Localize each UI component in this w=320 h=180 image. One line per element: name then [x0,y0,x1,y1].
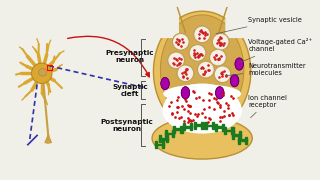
Bar [231,127,234,134]
Bar [204,122,206,129]
Circle shape [172,33,189,50]
Ellipse shape [181,87,190,99]
Ellipse shape [161,77,169,89]
Text: Synaptic
cleft: Synaptic cleft [112,84,148,96]
Circle shape [32,63,52,84]
Circle shape [212,33,229,50]
Bar [215,124,217,131]
Ellipse shape [235,58,244,70]
Bar [172,130,174,137]
Ellipse shape [163,84,241,103]
Circle shape [214,35,227,48]
Ellipse shape [154,11,251,132]
Circle shape [210,49,226,66]
Circle shape [189,45,206,61]
Circle shape [214,35,227,48]
Text: Neurotransmitter
molecules: Neurotransmitter molecules [225,63,306,76]
Ellipse shape [216,87,224,99]
Circle shape [216,68,229,81]
Ellipse shape [161,77,169,89]
Circle shape [212,51,224,64]
Circle shape [199,63,212,76]
Circle shape [212,33,229,50]
Bar [166,135,168,142]
Circle shape [210,49,226,66]
Bar [173,129,182,130]
Circle shape [197,61,214,78]
Circle shape [196,28,209,41]
Bar [165,130,167,137]
Bar [155,141,156,148]
Ellipse shape [235,58,244,70]
Bar [245,136,247,144]
Circle shape [214,66,231,83]
Bar [155,144,164,145]
Circle shape [191,46,204,59]
Text: Ion channel
receptor: Ion channel receptor [249,95,287,118]
Bar [204,125,214,127]
Bar [159,135,161,142]
Circle shape [170,54,183,67]
Ellipse shape [230,75,239,87]
Circle shape [177,65,194,82]
Bar [173,126,175,133]
Circle shape [196,28,209,41]
Circle shape [168,52,185,69]
Ellipse shape [160,15,244,124]
Bar [238,136,240,144]
Circle shape [216,68,229,81]
Bar [190,123,192,130]
Text: Presynaptic
neuron: Presynaptic neuron [106,50,154,63]
Circle shape [199,63,212,76]
Bar [194,124,203,126]
Circle shape [194,26,211,43]
Bar [222,124,224,131]
Bar [238,139,247,141]
Text: Voltage-gated Ca²⁺
channel: Voltage-gated Ca²⁺ channel [239,39,313,63]
Circle shape [194,26,211,43]
Bar [165,132,174,134]
Circle shape [214,66,231,83]
Circle shape [170,54,183,67]
FancyBboxPatch shape [149,2,179,38]
Bar [47,65,52,70]
Circle shape [177,65,194,82]
Circle shape [191,46,204,59]
Circle shape [168,52,185,69]
Bar [180,126,182,133]
Circle shape [189,45,206,61]
Bar [232,131,234,139]
Bar [232,134,241,136]
Ellipse shape [152,117,252,159]
Bar [183,126,192,128]
Circle shape [172,33,189,50]
Bar [224,127,226,134]
Bar [201,122,203,129]
Ellipse shape [181,87,190,99]
Ellipse shape [162,87,242,134]
FancyBboxPatch shape [225,2,255,38]
Bar [239,131,241,139]
Circle shape [179,67,192,80]
Bar [215,126,224,128]
Bar [183,123,185,130]
Ellipse shape [38,69,47,76]
Circle shape [174,35,187,48]
Bar [224,130,234,131]
Circle shape [212,51,224,64]
Circle shape [197,61,214,78]
Ellipse shape [230,75,239,87]
Ellipse shape [164,84,240,130]
Circle shape [179,67,192,80]
Text: Synaptic vesicle: Synaptic vesicle [216,17,302,34]
Circle shape [174,35,187,48]
Bar [159,138,168,140]
Ellipse shape [216,87,224,99]
Bar [212,122,214,129]
Text: Postsynaptic
neuron: Postsynaptic neuron [101,119,153,132]
Bar [162,141,164,148]
Bar [194,122,196,129]
